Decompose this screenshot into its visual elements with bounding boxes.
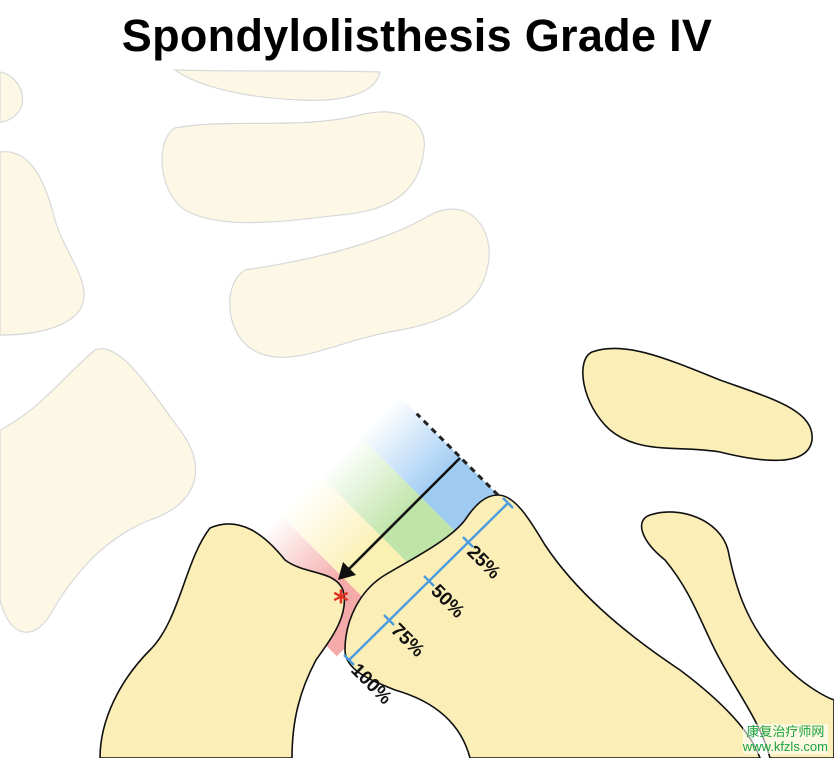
tick-50	[423, 575, 435, 587]
watermark: 康复治疗师网 www.kfzls.com	[742, 724, 828, 754]
faded-vertebra-body-1	[161, 111, 425, 224]
measure-scale	[343, 497, 514, 666]
faded-vertebra-top	[173, 69, 381, 101]
page-title: Spondylolisthesis Grade IV	[121, 10, 713, 61]
faded-vertebra-left-bottom	[0, 348, 197, 633]
watermark-line-2: www.kfzls.com	[742, 739, 828, 754]
right-process-bone	[640, 511, 834, 758]
faded-vertebra-top-left	[0, 71, 24, 123]
tick-75	[383, 614, 395, 626]
l5-vertebra	[99, 523, 346, 758]
tick-0	[502, 497, 514, 509]
watermark-line-1: 康复治疗师网	[746, 724, 825, 739]
dashed-reference-line	[415, 412, 500, 497]
faded-vertebra-body-2	[229, 208, 490, 358]
tick-100	[343, 654, 355, 666]
faded-vertebrae	[0, 69, 490, 633]
faded-vertebra-left	[0, 151, 85, 336]
band-grade-2	[319, 435, 459, 575]
slip-arrow	[338, 457, 461, 580]
band-grade-1	[359, 396, 498, 535]
right-top-bone	[582, 347, 813, 462]
bones	[99, 347, 834, 758]
asterisk-icon: *	[333, 585, 349, 620]
tick-25	[462, 536, 474, 548]
